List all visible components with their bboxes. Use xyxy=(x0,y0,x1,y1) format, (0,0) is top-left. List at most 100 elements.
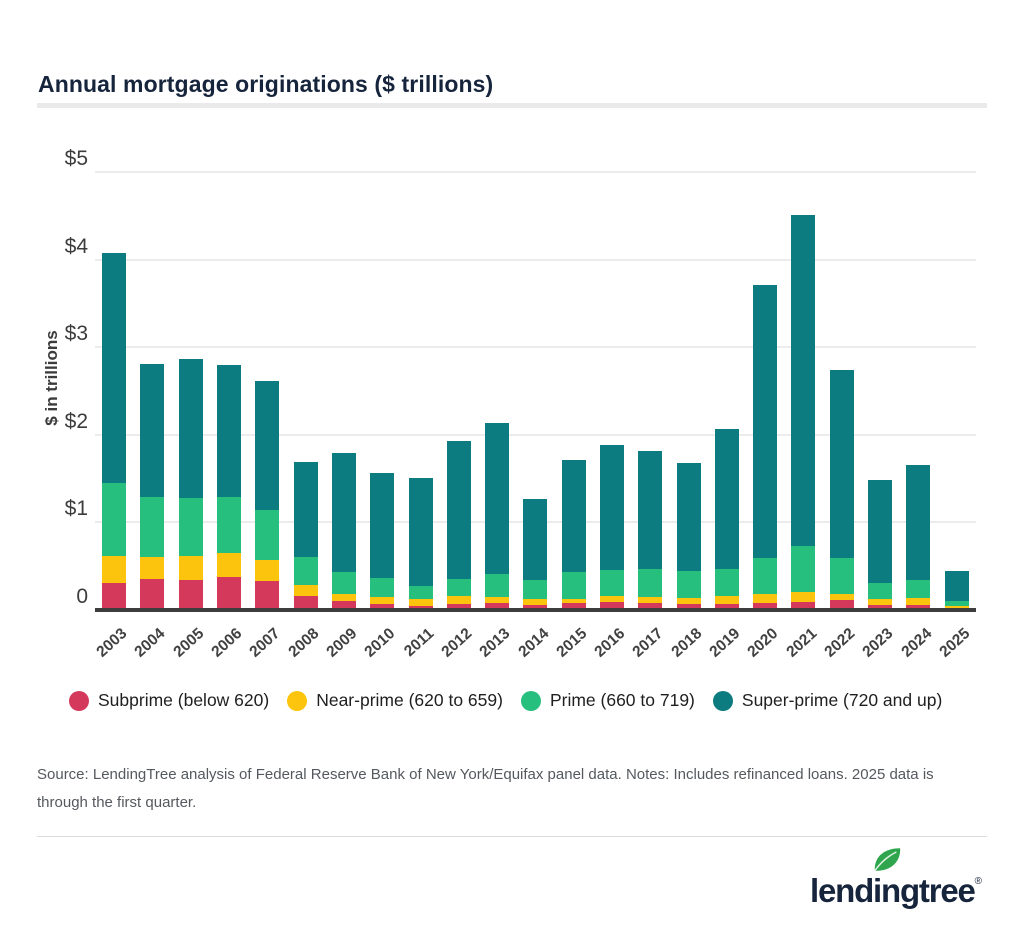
bar-segment-2008-super_prime xyxy=(293,461,318,558)
bar-segment-2011-super_prime xyxy=(408,477,433,587)
bar-segment-2020-near_prime xyxy=(753,594,778,603)
stacked-bar-2014 xyxy=(523,499,548,609)
bar-slot-2019 xyxy=(708,171,746,609)
lendingtree-logo: lendingtree® xyxy=(810,846,1000,916)
bar-segment-2008-subprime xyxy=(293,595,318,609)
legend-item-subprime: Subprime (below 620) xyxy=(69,690,269,711)
bar-slot-2014 xyxy=(516,171,554,609)
plot-area xyxy=(95,171,976,612)
legend-label-super_prime: Super-prime (720 and up) xyxy=(741,690,943,710)
bar-segment-2004-subprime xyxy=(140,579,165,609)
bar-slot-2011 xyxy=(401,171,439,609)
bar-segment-2017-super_prime xyxy=(638,450,663,569)
bar-slot-2023 xyxy=(861,171,899,609)
bar-segment-2008-prime xyxy=(293,557,318,585)
bar-segment-2009-near_prime xyxy=(331,594,356,602)
y-tick-label-2: $2 xyxy=(64,409,88,433)
stacked-bar-2024 xyxy=(906,464,931,609)
stacked-bar-2022 xyxy=(829,369,854,609)
bar-segment-2007-subprime xyxy=(255,581,280,609)
bar-slot-2020 xyxy=(746,171,784,609)
bar-slot-2024 xyxy=(899,171,937,609)
page-title: Annual mortgage originations ($ trillion… xyxy=(38,71,494,98)
bar-segment-2017-prime xyxy=(638,568,663,597)
bars-layer xyxy=(95,171,976,609)
bar-segment-2014-prime xyxy=(523,580,548,600)
stacked-bar-2021 xyxy=(791,214,816,609)
bar-segment-2021-super_prime xyxy=(791,214,816,546)
x-axis-line xyxy=(95,608,976,612)
bar-segment-2023-subprime xyxy=(868,604,893,609)
bar-segment-2010-near_prime xyxy=(370,596,395,604)
bar-segment-2006-near_prime xyxy=(217,552,242,577)
bar-segment-2025-prime xyxy=(944,601,969,607)
bar-slot-2013 xyxy=(478,171,516,609)
bar-segment-2022-subprime xyxy=(829,600,854,609)
bar-segment-2009-prime xyxy=(331,572,356,595)
source-note: Source: LendingTree analysis of Federal … xyxy=(37,766,934,811)
bar-segment-2023-super_prime xyxy=(868,480,893,583)
bar-slot-2021 xyxy=(784,171,822,609)
bar-segment-2017-near_prime xyxy=(638,596,663,603)
stacked-bar-2009 xyxy=(331,453,356,609)
bar-slot-2009 xyxy=(325,171,363,609)
mortgage-originations-chart: $ in trillions $5 $4 $3 $2 $1 0 2003 2004 2005 2… xyxy=(42,147,976,661)
gridline xyxy=(95,171,976,173)
bar-segment-2006-super_prime xyxy=(217,365,242,497)
bar-segment-2025-near_prime xyxy=(944,606,969,609)
stacked-bar-2010 xyxy=(370,473,395,609)
bar-segment-2016-subprime xyxy=(600,602,624,609)
bar-segment-2010-prime xyxy=(370,578,395,597)
stacked-bar-2020 xyxy=(753,284,778,609)
bar-segment-2019-subprime xyxy=(714,603,739,609)
bar-segment-2012-near_prime xyxy=(446,595,471,604)
bar-segment-2015-prime xyxy=(561,572,586,599)
legend-label-prime: Prime (660 to 719) xyxy=(549,690,695,710)
y-tick-label-5: $5 xyxy=(64,147,88,170)
stacked-bar-2007 xyxy=(255,380,280,609)
footer-divider xyxy=(37,836,987,837)
bar-segment-2019-near_prime xyxy=(714,595,739,604)
legend-item-prime: Prime (660 to 719) xyxy=(520,690,695,711)
stacked-bar-2025 xyxy=(944,571,969,609)
bar-segment-2013-prime xyxy=(485,574,510,597)
bar-slot-2015 xyxy=(555,171,593,609)
bar-slot-2006 xyxy=(210,171,248,609)
legend-swatch-near_prime xyxy=(287,690,308,711)
stacked-bar-2013 xyxy=(485,423,510,609)
bar-slot-2005 xyxy=(172,171,210,609)
bar-segment-2005-prime xyxy=(178,497,203,557)
bar-segment-2011-prime xyxy=(408,586,433,600)
bar-segment-2005-super_prime xyxy=(178,359,203,498)
bar-segment-2015-subprime xyxy=(561,602,586,609)
stacked-bar-2003 xyxy=(102,253,127,609)
stacked-bar-2005 xyxy=(178,359,203,609)
bar-slot-2010 xyxy=(363,171,401,609)
bar-slot-2007 xyxy=(248,171,286,609)
bar-segment-2003-prime xyxy=(102,482,127,556)
y-tick-label-3: $3 xyxy=(64,322,88,346)
bar-segment-2022-near_prime xyxy=(829,594,854,601)
bar-segment-2005-subprime xyxy=(178,580,203,609)
bar-segment-2012-prime xyxy=(446,579,471,596)
bar-segment-2022-prime xyxy=(829,558,854,595)
bar-segment-2010-subprime xyxy=(370,603,395,609)
y-tick-label-1: $1 xyxy=(64,497,88,521)
legend-swatch-prime xyxy=(520,690,541,711)
legend-item-super_prime: Super-prime (720 and up) xyxy=(712,690,943,711)
bar-slot-2008 xyxy=(286,171,324,609)
bar-segment-2012-subprime xyxy=(446,603,471,609)
bar-segment-2014-subprime xyxy=(523,604,548,609)
bar-segment-2006-subprime xyxy=(217,576,242,609)
stacked-bar-2023 xyxy=(868,480,893,609)
bar-segment-2007-near_prime xyxy=(255,560,280,581)
y-tick-label-0: 0 xyxy=(76,585,88,608)
registered-mark: ® xyxy=(974,876,983,887)
bar-segment-2006-prime xyxy=(217,496,242,553)
legend-swatch-super_prime xyxy=(712,690,733,711)
bar-slot-2012 xyxy=(440,171,478,609)
bar-segment-2017-subprime xyxy=(638,602,663,609)
bar-segment-2018-subprime xyxy=(676,603,701,609)
bar-segment-2009-subprime xyxy=(331,601,356,609)
